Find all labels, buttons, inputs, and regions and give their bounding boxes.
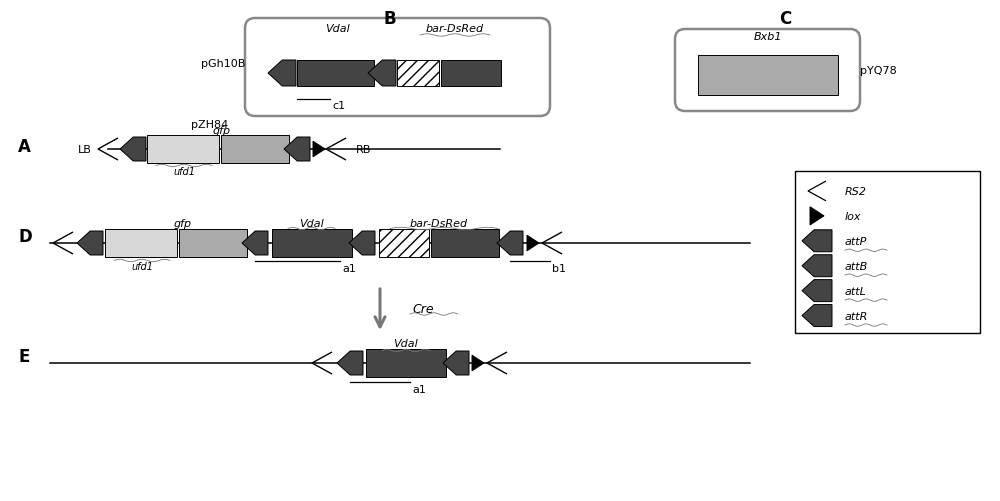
Polygon shape: [443, 351, 469, 375]
Text: gfp: gfp: [213, 126, 231, 136]
Text: attR: attR: [845, 311, 868, 321]
Polygon shape: [268, 61, 296, 87]
Bar: [221, 136, 289, 164]
Text: Cre: Cre: [412, 303, 434, 316]
Text: gfp: gfp: [174, 218, 192, 228]
Bar: [366, 349, 446, 377]
Polygon shape: [337, 351, 363, 375]
Text: Vdal: Vdal: [394, 338, 418, 348]
Polygon shape: [313, 142, 325, 157]
Polygon shape: [810, 207, 824, 225]
Text: bar-DsRed: bar-DsRed: [410, 218, 468, 228]
Polygon shape: [120, 138, 146, 162]
Text: a1: a1: [342, 264, 356, 274]
Text: E: E: [18, 347, 29, 365]
Polygon shape: [284, 138, 310, 162]
Polygon shape: [802, 305, 832, 327]
Text: LB: LB: [78, 145, 92, 155]
Polygon shape: [802, 230, 832, 253]
Text: RB: RB: [356, 145, 371, 155]
Text: a1: a1: [412, 384, 426, 394]
Bar: [698, 56, 838, 96]
Text: Bxb1: Bxb1: [753, 32, 782, 42]
Text: pZH84: pZH84: [191, 120, 229, 130]
Bar: [795, 172, 980, 333]
Bar: [179, 229, 247, 258]
Bar: [397, 61, 439, 87]
Bar: [272, 229, 352, 258]
Bar: [147, 136, 219, 164]
Text: b1: b1: [552, 264, 566, 274]
Text: lox: lox: [845, 211, 861, 221]
Bar: [297, 61, 374, 87]
Text: C: C: [779, 10, 791, 28]
Polygon shape: [472, 356, 484, 371]
Text: D: D: [18, 227, 32, 245]
Bar: [431, 229, 499, 258]
Polygon shape: [77, 231, 103, 256]
Text: attL: attL: [845, 286, 867, 296]
Text: Vdal: Vdal: [326, 24, 350, 34]
Text: pGh10B: pGh10B: [201, 59, 245, 69]
Text: B: B: [384, 10, 396, 28]
FancyBboxPatch shape: [245, 19, 550, 117]
Text: Vdal: Vdal: [300, 218, 324, 228]
Polygon shape: [242, 231, 268, 256]
Text: c1: c1: [332, 101, 345, 111]
Bar: [441, 61, 501, 87]
Text: attP: attP: [845, 236, 867, 246]
Text: A: A: [18, 138, 31, 156]
Polygon shape: [802, 255, 832, 277]
Bar: [105, 229, 177, 258]
Text: RS2: RS2: [845, 186, 867, 196]
Text: bar-DsRed: bar-DsRed: [426, 24, 484, 34]
Text: ufd1: ufd1: [173, 167, 195, 177]
Polygon shape: [802, 280, 832, 302]
Polygon shape: [349, 231, 375, 256]
Text: ufd1: ufd1: [131, 262, 153, 272]
FancyBboxPatch shape: [675, 30, 860, 112]
Text: pYQ78: pYQ78: [860, 66, 897, 76]
Bar: [379, 229, 429, 258]
Polygon shape: [527, 236, 539, 252]
Polygon shape: [368, 61, 396, 87]
Polygon shape: [497, 231, 523, 256]
Text: attB: attB: [845, 261, 868, 271]
